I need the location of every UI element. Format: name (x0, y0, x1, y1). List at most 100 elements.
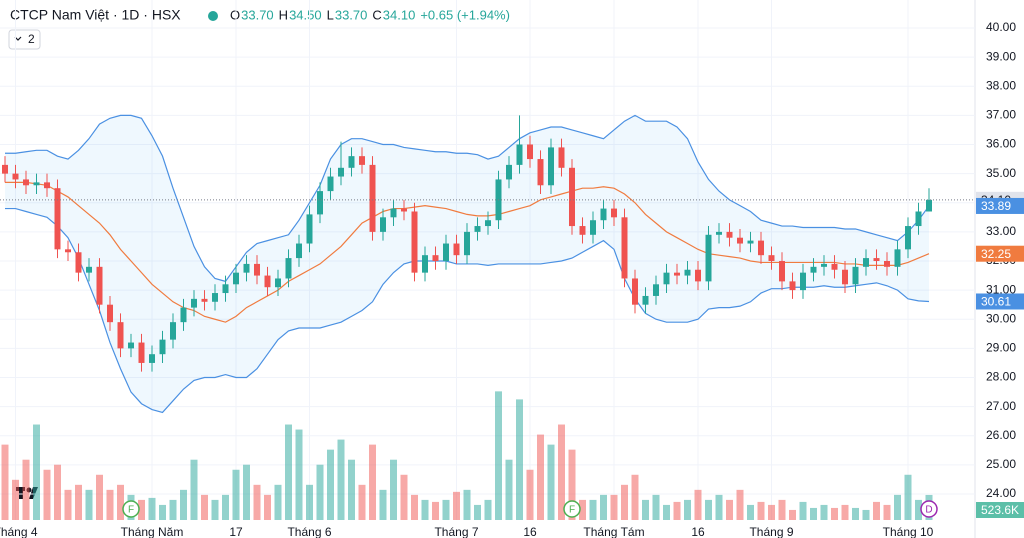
change: +0.65 (+1.94%) (420, 7, 510, 22)
candle-body (212, 293, 218, 302)
candle-body (327, 176, 334, 192)
volume-bar (358, 484, 366, 520)
volume-bar (747, 504, 754, 520)
candle-body (411, 211, 418, 273)
volume-bar (684, 499, 691, 520)
band-line (5, 181, 930, 323)
x-tick-label: Tháng 10 (883, 525, 934, 538)
volume-bar (243, 464, 250, 520)
volume-bar (117, 484, 124, 520)
volume-bar (516, 399, 523, 520)
volume-bar (705, 499, 712, 520)
volume-bar (22, 459, 30, 520)
candle-body (180, 307, 187, 323)
volume-bar (715, 494, 723, 520)
volume-bar (85, 489, 93, 520)
volume-bar (726, 499, 733, 520)
volume-bar (54, 464, 61, 520)
candle-body (800, 272, 806, 291)
volume-bar (33, 424, 40, 520)
indicator-toggle[interactable] (8, 29, 41, 50)
y-tick-label: 29.00 (986, 341, 1016, 355)
volume-bar (547, 444, 555, 520)
volume-bar (232, 469, 240, 520)
event-marker (122, 500, 140, 518)
volume-bar (348, 459, 355, 520)
volume-bar (12, 479, 19, 520)
y-tick-label: 25.00 (986, 457, 1016, 471)
volume-bar (642, 499, 649, 520)
candle-body (401, 208, 407, 212)
volume-bar (474, 504, 481, 520)
indicator-count[interactable]: 2 (28, 32, 35, 46)
candle-body (222, 284, 229, 294)
candle-body (348, 156, 355, 168)
candle-body (443, 243, 449, 261)
candle-body (338, 167, 344, 177)
candle-body (107, 304, 113, 323)
candle-body (726, 231, 733, 238)
y-tick-label: 33.00 (986, 224, 1016, 238)
candle-body (233, 272, 239, 285)
candle-body (128, 342, 134, 349)
band-label-bg (976, 245, 1024, 262)
candle-body (821, 263, 827, 267)
y-tick-label: 36.00 (986, 137, 1016, 151)
candle-body (23, 179, 29, 186)
candle-body (12, 173, 19, 180)
candle-body (474, 226, 481, 232)
volume-bar (568, 449, 576, 520)
candle-body (842, 269, 848, 285)
candle-body (96, 266, 103, 305)
volume-bar (915, 499, 922, 520)
legend-header: CTCP Nam Việt · 1D · HSX O 33.70 H 34.50 L 33… (10, 7, 510, 23)
volume-bar (327, 449, 334, 520)
candle-body (558, 147, 565, 168)
candle-body (705, 234, 712, 282)
candle-body (600, 208, 607, 221)
x-tick-label: Tháng Tám (583, 525, 644, 538)
volume-bar (883, 504, 891, 520)
candle-body (380, 217, 386, 232)
candle-body (884, 261, 890, 267)
volume-bar (862, 509, 870, 520)
volume-bar (43, 469, 51, 520)
event-label: F (128, 505, 134, 516)
volume-bar (694, 489, 702, 520)
volume-bar (180, 489, 187, 520)
y-tick-label: 30.00 (986, 311, 1016, 325)
candle-body (149, 354, 155, 363)
volume-bar (610, 494, 618, 520)
x-tick-label: 16 (523, 525, 537, 538)
volume-bar (600, 494, 607, 520)
volume-bar (148, 497, 156, 520)
volume-bar (589, 499, 597, 520)
ohlc-value: 33.70 (335, 7, 368, 22)
volume-bar (663, 504, 670, 520)
candle-body (390, 208, 397, 218)
x-tick-label: Tháng 6 (287, 525, 331, 538)
ohlc-key: L (327, 7, 334, 22)
volume-bar (757, 501, 765, 520)
volume-bar (222, 494, 229, 520)
volume-bar (904, 474, 912, 520)
candle-body (275, 278, 281, 288)
candle-body (75, 252, 82, 273)
candle-body (285, 258, 292, 279)
candle-body (747, 240, 754, 244)
candle-body (54, 188, 61, 250)
candle-body (779, 261, 785, 282)
candle-body (611, 208, 617, 218)
volume-bar (526, 469, 534, 520)
volume-bar (1, 444, 9, 520)
candle-body (369, 164, 376, 232)
candle-body (317, 191, 323, 215)
band-line (5, 207, 930, 414)
volume-bar (852, 507, 859, 520)
ohlc-value: 34.10 (383, 7, 416, 22)
volume-bar (264, 494, 271, 520)
y-tick-label: 28.00 (986, 370, 1016, 384)
candle-body (758, 240, 764, 256)
volume-bar (768, 504, 775, 520)
